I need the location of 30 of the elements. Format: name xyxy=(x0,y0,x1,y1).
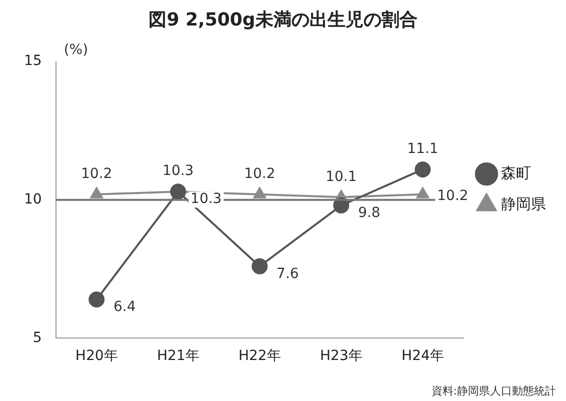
x-tick-label: H23年 xyxy=(320,348,362,364)
point xyxy=(90,187,103,198)
data-label: 10.2 xyxy=(80,166,112,182)
data-label: 10.1 xyxy=(326,168,357,185)
y-tick-label: 15 xyxy=(24,53,42,70)
data-label: 11.1 xyxy=(407,141,438,158)
legend-label: 森町 xyxy=(501,164,531,182)
data-label: 9.8 xyxy=(358,205,380,222)
legend-label: 静岡県 xyxy=(501,194,546,213)
data-label: 10.3 xyxy=(162,163,194,180)
x-tick-label: H21年 xyxy=(156,348,200,364)
x-tick-label: H24年 xyxy=(402,348,444,364)
point xyxy=(170,184,186,200)
y-tick-label: 10 xyxy=(24,192,42,208)
y-axis-title: (%) xyxy=(64,42,88,58)
point xyxy=(416,187,429,198)
data-label: 10.2 xyxy=(244,166,276,182)
data-label: 10.3 xyxy=(190,191,222,208)
data-label: 10.2 xyxy=(437,188,468,204)
point xyxy=(88,291,105,308)
chart-title: 図9 2,500g未満の出生児の割合 xyxy=(148,9,418,30)
text: 資料:静岡県人口動態統計 xyxy=(431,384,556,398)
data-label: 7.6 xyxy=(276,266,299,282)
point xyxy=(253,187,266,198)
x-tick-label: H20年 xyxy=(75,348,118,364)
point xyxy=(252,258,268,274)
point xyxy=(414,161,431,178)
y-tick-label: 5 xyxy=(32,330,42,346)
data-label: 6.4 xyxy=(113,299,136,316)
x-tick-label: H22年 xyxy=(238,348,281,364)
